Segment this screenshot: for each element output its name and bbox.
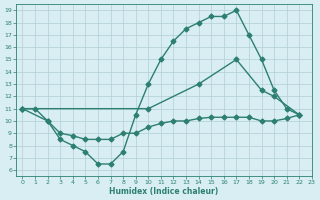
X-axis label: Humidex (Indice chaleur): Humidex (Indice chaleur) xyxy=(109,187,219,196)
